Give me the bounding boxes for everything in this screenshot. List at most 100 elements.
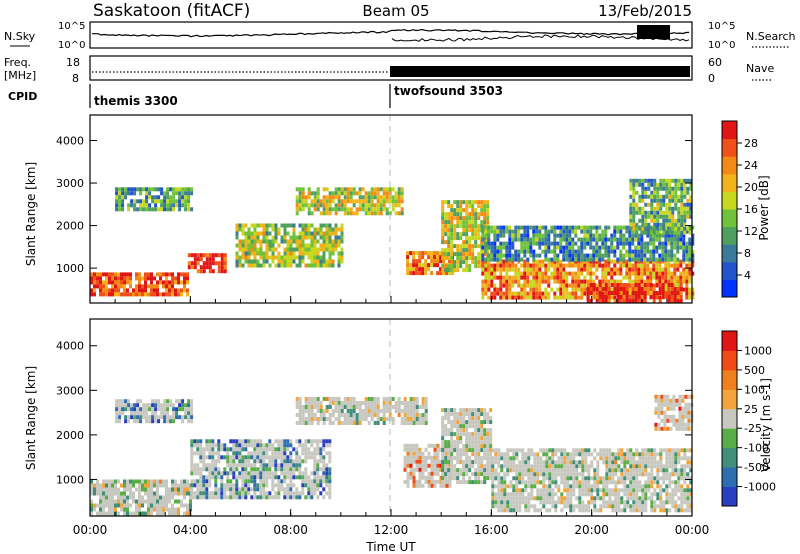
velocity-cell	[424, 401, 428, 405]
power-cell	[247, 255, 251, 260]
velocity-cell	[629, 508, 633, 513]
velocity-cell	[462, 468, 466, 473]
power-cell	[168, 292, 171, 297]
power-cell	[680, 186, 684, 191]
velocity-cell	[450, 412, 454, 417]
power-cell	[517, 225, 521, 230]
power-cell	[459, 220, 463, 225]
velocity-cell	[441, 420, 445, 425]
power-cell	[235, 263, 239, 268]
power-cell	[286, 239, 290, 244]
power-cell	[689, 202, 693, 207]
power-ytick-label: 2000	[56, 220, 84, 233]
velocity-cell	[459, 452, 463, 457]
power-cell	[556, 245, 560, 250]
power-cell	[676, 291, 680, 295]
power-cell	[271, 259, 275, 264]
velocity-cell	[135, 479, 138, 484]
velocity-cell	[244, 447, 248, 452]
velocity-cell	[370, 417, 374, 421]
power-cell	[661, 295, 665, 299]
velocity-cell	[486, 476, 490, 481]
power-cell	[169, 187, 173, 192]
velocity-cell	[301, 471, 305, 476]
power-cell	[171, 288, 174, 293]
power-cell	[670, 245, 674, 250]
power-cell	[442, 271, 446, 276]
velocity-cell	[301, 459, 305, 464]
velocity-cell	[515, 468, 519, 473]
velocity-cell	[611, 504, 615, 509]
power-cell	[595, 267, 599, 272]
velocity-cell	[512, 508, 516, 513]
velocity-cell	[539, 464, 543, 469]
velocity-cell	[465, 420, 469, 425]
power-cell	[322, 263, 326, 268]
velocity-cell	[156, 499, 159, 504]
power-cell	[322, 203, 326, 208]
power-cell	[289, 259, 293, 264]
power-cell	[256, 247, 260, 252]
velocity-cell	[220, 455, 224, 460]
power-cell	[685, 287, 689, 292]
velocity-cell	[310, 409, 314, 413]
power-cell	[397, 187, 401, 192]
power-cell	[499, 291, 503, 296]
velocity-cell	[662, 472, 666, 477]
power-cell	[193, 265, 197, 270]
power-cell	[568, 245, 572, 250]
power-cell	[424, 251, 428, 256]
power-cell	[304, 195, 308, 200]
power-cell	[459, 256, 463, 261]
velocity-cell	[262, 487, 266, 492]
power-cell	[111, 284, 114, 289]
power-cell	[102, 280, 105, 285]
velocity-cell	[512, 500, 516, 505]
velocity-cell	[250, 479, 254, 484]
velocity-cell	[548, 500, 552, 505]
velocity-cell	[403, 397, 407, 401]
velocity-cell	[132, 479, 135, 484]
power-cell	[664, 253, 668, 258]
power-cell	[592, 287, 596, 291]
power-cell	[447, 212, 451, 217]
power-cell	[631, 241, 635, 246]
velocity-cell	[226, 479, 230, 484]
power-cell	[136, 207, 140, 212]
power-cell	[641, 178, 645, 183]
velocity-cell	[620, 488, 624, 493]
velocity-cell	[310, 421, 314, 425]
velocity-cell	[102, 487, 105, 492]
velocity-cell	[316, 463, 320, 468]
velocity-cell	[465, 472, 469, 477]
velocity-cell	[471, 416, 475, 421]
velocity-cell	[650, 448, 654, 453]
velocity-cell	[578, 448, 582, 453]
power-cell	[631, 229, 635, 234]
power-cell	[589, 275, 593, 280]
velocity-cell	[483, 468, 487, 473]
power-cell	[577, 257, 581, 262]
velocity-cell	[412, 443, 416, 448]
power-cell	[307, 231, 311, 236]
velocity-cell	[235, 463, 239, 468]
velocity-cell	[325, 471, 329, 476]
power-cell	[468, 256, 472, 261]
velocity-cell	[280, 451, 284, 456]
velocity-cell	[566, 500, 570, 505]
velocity-cell	[364, 413, 368, 417]
velocity-cell	[412, 401, 416, 405]
power-cell	[459, 244, 463, 249]
velocity-cell	[250, 471, 254, 476]
velocity-cell	[286, 455, 290, 460]
velocity-cell	[171, 507, 174, 512]
velocity-cell	[283, 467, 287, 472]
velocity-cell	[530, 488, 534, 493]
power-cell	[151, 199, 155, 204]
power-cell	[105, 288, 108, 293]
power-cell	[130, 187, 134, 192]
power-cell	[126, 276, 129, 281]
velocity-cell	[256, 443, 260, 448]
velocity-cell	[566, 464, 570, 469]
velocity-cell	[575, 452, 579, 457]
